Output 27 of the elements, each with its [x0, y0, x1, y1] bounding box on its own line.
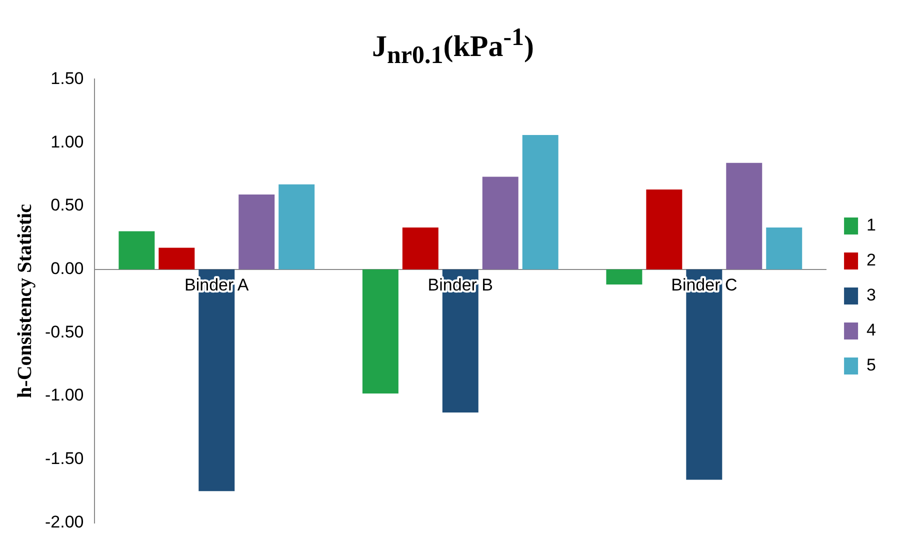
bar [238, 194, 275, 270]
bar [766, 227, 802, 270]
legend-label: 3 [866, 286, 876, 305]
bar [522, 134, 558, 270]
legend-label: 1 [866, 216, 876, 235]
bar [726, 162, 762, 270]
bar [402, 227, 438, 270]
y-tick-label: -1.50 [45, 449, 84, 468]
y-tick-label: 0.50 [50, 196, 84, 215]
bar [646, 189, 682, 270]
legend-label: 4 [866, 320, 876, 340]
y-tick-label: -2.00 [45, 512, 84, 532]
y-tick-label: 1.00 [50, 132, 84, 152]
bar [362, 269, 398, 394]
bar [278, 184, 315, 270]
chart-title: J$_{nr0.1}$(kPa$^{-1}$) [370, 23, 536, 69]
y-axis-title: h-Consistency Statistic [14, 204, 36, 398]
y-tick-label: -0.50 [45, 322, 84, 342]
legend-label: 2 [866, 250, 876, 270]
bar [158, 248, 195, 270]
y-tick-label: 0.00 [50, 259, 84, 278]
y-tick-label: -1.00 [45, 386, 84, 405]
bar [118, 231, 155, 270]
legend-label: 5 [866, 356, 876, 375]
bar [482, 176, 518, 270]
bar [606, 269, 642, 285]
y-tick-label: 1.50 [50, 68, 84, 88]
